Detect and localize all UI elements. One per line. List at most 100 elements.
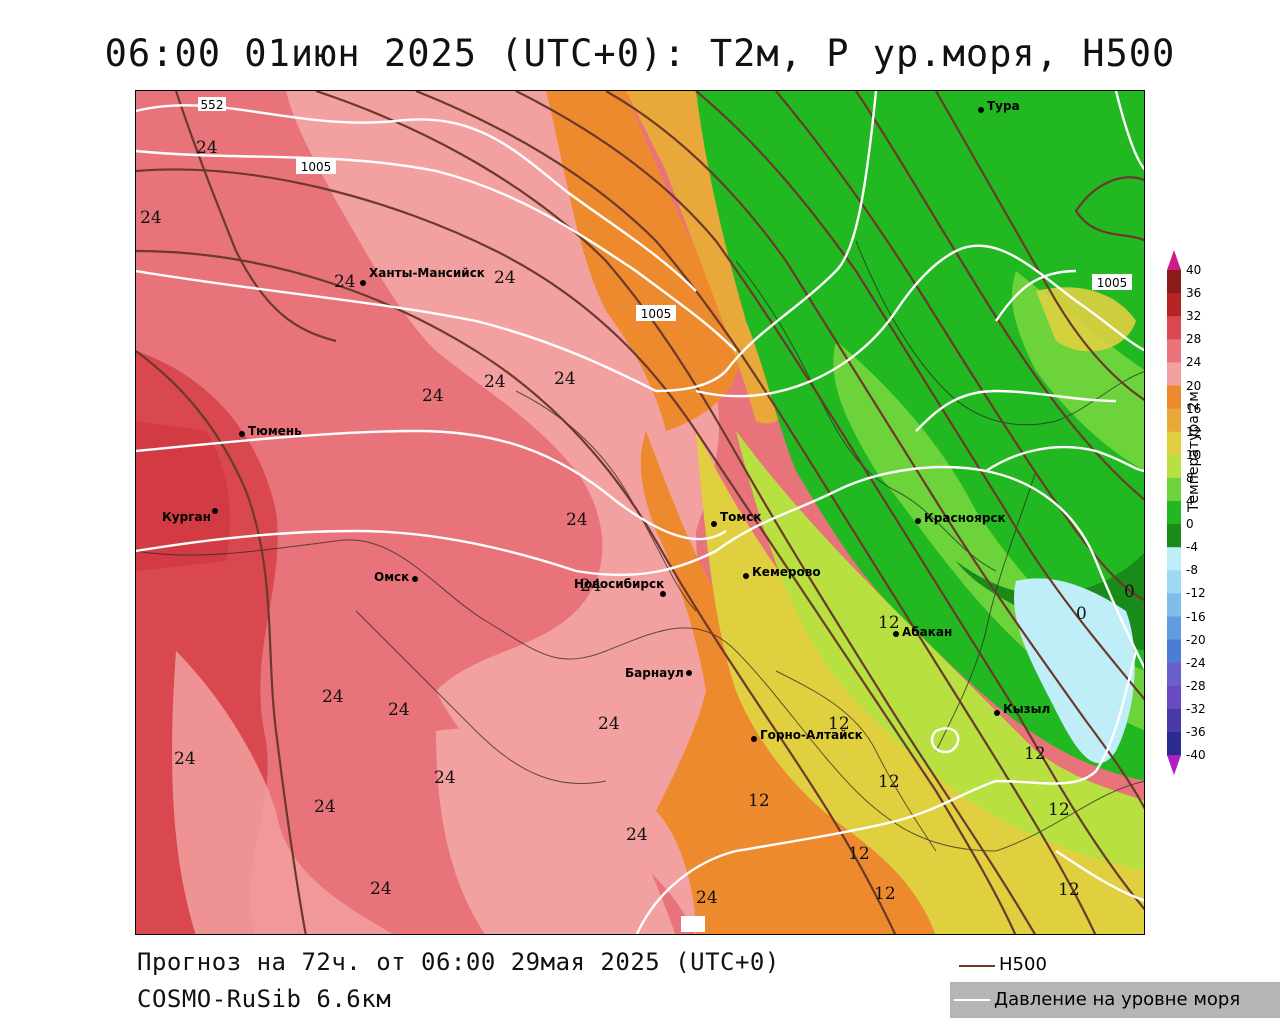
colorbar-swatch	[1167, 293, 1181, 317]
temp-zone-10-12	[736, 431, 1144, 871]
colorbar-top-arrow	[1167, 250, 1181, 270]
colorbar-tick-label: -4	[1186, 540, 1198, 555]
svg-text:12: 12	[848, 844, 870, 864]
colorbar-swatch	[1167, 685, 1181, 710]
colorbar-swatch	[1167, 593, 1181, 617]
svg-text:Омск: Омск	[374, 570, 409, 584]
colorbar-tick-label: -8	[1186, 563, 1198, 578]
svg-text:24: 24	[626, 825, 648, 845]
colorbar-swatch	[1167, 454, 1181, 479]
colorbar-tick-label: 24	[1186, 355, 1202, 370]
temp-zone-28-32	[136, 421, 230, 571]
colorbar-swatch	[1167, 662, 1181, 687]
colorbar-tick-label: -32	[1186, 701, 1206, 716]
city-krasnoyarsk: Красноярск	[915, 511, 1006, 525]
svg-text:24: 24	[370, 879, 392, 899]
svg-text:24: 24	[696, 888, 718, 908]
svg-text:Тура: Тура	[987, 99, 1020, 113]
svg-text:Томск: Томск	[720, 510, 762, 524]
colorbar-tick-label: -28	[1186, 678, 1206, 693]
pressure-label: 1005	[301, 160, 332, 174]
legend-h500-line	[959, 965, 995, 967]
legend-pressure-line	[954, 999, 990, 1001]
temperature-colorbar: 40 36 32 28 24 20 16 12 10 8 4 0 -4 -8 -12 -16 -20 -24 -28…	[1162, 250, 1280, 790]
svg-text:24: 24	[140, 208, 162, 228]
colorbar-tick-label: 10	[1186, 447, 1202, 462]
city-tura: Тура	[978, 99, 1020, 113]
colorbar-tick-label: -12	[1186, 586, 1206, 601]
colorbar-tick-label: -20	[1186, 632, 1206, 647]
svg-text:Новосибирск: Новосибирск	[574, 577, 664, 591]
legend-pressure-label: Давление на уровне моря	[994, 989, 1241, 1010]
colorbar-tick-label: 8	[1186, 470, 1194, 485]
svg-text:24: 24	[494, 268, 516, 288]
svg-text:0: 0	[1076, 604, 1087, 624]
svg-text:12: 12	[878, 772, 900, 792]
svg-text:12: 12	[1058, 880, 1080, 900]
city-omsk: Омск	[374, 570, 418, 584]
colorbar-swatch	[1167, 477, 1181, 502]
h500-label: 552	[201, 98, 224, 112]
colorbar-swatch	[1167, 270, 1181, 294]
colorbar-tick-label: 4	[1186, 494, 1194, 508]
city-tomsk: Томск	[711, 510, 762, 527]
temp-zone-20-24	[172, 651, 393, 934]
legend-h500: H500	[955, 952, 1275, 980]
svg-text:24: 24	[174, 749, 196, 769]
colorbar-swatch	[1167, 708, 1181, 733]
colorbar-tick-label: 28	[1186, 332, 1202, 347]
colorbar-tick-label: 32	[1186, 309, 1202, 324]
page-title: 06:00 01июн 2025 (UTC+0): T2м, P ур.моря…	[104, 32, 1176, 75]
pressure-label: 1005	[1097, 276, 1128, 290]
colorbar-swatch	[1167, 616, 1181, 641]
colorbar-title: Температура 2м	[1186, 391, 1202, 512]
colorbar-swatch	[1167, 639, 1181, 664]
colorbar-bottom-arrow	[1167, 755, 1181, 776]
colorbar-tick-label: -36	[1186, 725, 1206, 739]
temp-zone-below-0	[1014, 578, 1135, 764]
pressure-label: 1005	[641, 307, 672, 321]
city-barnaul: Барнаул	[625, 666, 692, 680]
temp-zone-8-10	[1012, 271, 1144, 470]
city-tyumen: Тюмень	[239, 424, 302, 438]
city-kyzyl: Кызыл	[994, 702, 1050, 716]
svg-text:24: 24	[334, 272, 356, 292]
colorbar-swatch	[1167, 362, 1181, 386]
legend-h500-label: H500	[999, 954, 1047, 975]
city-khanty-mansiysk: Ханты-Мансийск	[360, 266, 485, 286]
colorbar-tick-label: 40	[1186, 263, 1202, 277]
svg-text:24: 24	[322, 687, 344, 707]
map-corner-box	[681, 916, 705, 932]
model-name: COSMO-RuSib 6.6км	[137, 985, 392, 1013]
region-borders	[136, 240, 1144, 852]
temp-zone-12-16	[1036, 287, 1136, 352]
temp-zone-16-20	[546, 91, 740, 431]
temp-labels: 24 24 24 24 24 24 24 24 24 24 24 24 24 2…	[140, 138, 1135, 908]
colorbar-tick-label: 0	[1186, 517, 1194, 532]
svg-text:Кемерово: Кемерово	[752, 565, 821, 579]
svg-text:24: 24	[196, 138, 218, 158]
svg-text:24: 24	[314, 797, 336, 817]
h500-label-box: 552	[198, 97, 226, 112]
colorbar-tick-label: 36	[1186, 286, 1202, 301]
svg-text:12: 12	[874, 884, 896, 904]
colorbar-swatch	[1167, 316, 1181, 340]
svg-text:12: 12	[748, 791, 770, 811]
colorbar-swatch	[1167, 570, 1181, 594]
forecast-info: Прогноз на 72ч. от 06:00 29мая 2025 (UTC…	[137, 948, 780, 976]
svg-text:24: 24	[434, 768, 456, 788]
temp-zone-12-16	[696, 431, 1144, 934]
city-kemerovo: Кемерово	[743, 565, 821, 579]
svg-text:Курган: Курган	[162, 510, 211, 524]
svg-text:12: 12	[878, 613, 900, 633]
temp-zone-20-24	[436, 728, 676, 934]
city-novosibirsk: Новосибирск	[574, 577, 666, 597]
forecast-map: 1005 1005 1005 552 24 24 24 24 24 24 24 …	[135, 90, 1145, 935]
svg-text:12: 12	[1024, 744, 1046, 764]
svg-text:Горно-Алтайск: Горно-Алтайск	[760, 728, 863, 742]
h500-contours	[136, 91, 1144, 934]
svg-text:24: 24	[580, 576, 602, 596]
colorbar-tick-label: 12	[1186, 424, 1202, 439]
colorbar-swatch	[1167, 431, 1181, 456]
colorbar-tick-label: -16	[1186, 609, 1206, 624]
